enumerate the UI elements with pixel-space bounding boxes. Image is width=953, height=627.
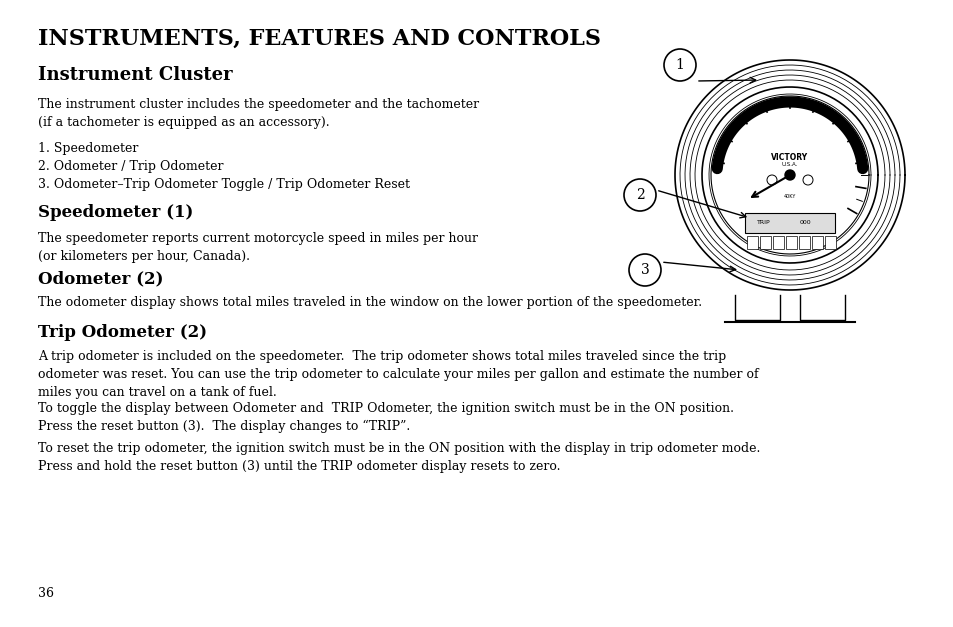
Text: TRIP: TRIP bbox=[757, 221, 770, 226]
Text: 20: 20 bbox=[727, 162, 736, 167]
Text: 100: 100 bbox=[841, 162, 854, 167]
Text: 120: 120 bbox=[834, 202, 846, 207]
Text: 000: 000 bbox=[800, 221, 811, 226]
Text: INSTRUMENTS, FEATURES AND CONTROLS: INSTRUMENTS, FEATURES AND CONTROLS bbox=[38, 28, 600, 50]
Text: 80: 80 bbox=[822, 127, 831, 132]
Text: Speedometer (1): Speedometer (1) bbox=[38, 204, 193, 221]
Text: To reset the trip odometer, the ignition switch must be in the ON position with : To reset the trip odometer, the ignition… bbox=[38, 442, 760, 473]
Text: 2. Odometer / Trip Odometer: 2. Odometer / Trip Odometer bbox=[38, 160, 223, 173]
Text: 30: 30 bbox=[734, 143, 742, 148]
Text: 90: 90 bbox=[836, 143, 844, 148]
Text: 3: 3 bbox=[640, 263, 649, 277]
Circle shape bbox=[802, 175, 812, 185]
Text: The speedometer reports current motorcycle speed in miles per hour
(or kilometer: The speedometer reports current motorcyc… bbox=[38, 232, 477, 263]
Circle shape bbox=[628, 254, 660, 286]
Text: Instrument Cluster: Instrument Cluster bbox=[38, 66, 233, 84]
Text: A trip odometer is included on the speedometer.  The trip odometer shows total m: A trip odometer is included on the speed… bbox=[38, 350, 758, 399]
Polygon shape bbox=[710, 96, 868, 254]
FancyBboxPatch shape bbox=[785, 236, 796, 249]
FancyBboxPatch shape bbox=[811, 236, 822, 249]
Text: 110: 110 bbox=[841, 182, 854, 187]
FancyBboxPatch shape bbox=[760, 236, 770, 249]
Text: 40KY: 40KY bbox=[783, 194, 796, 199]
Text: The instrument cluster includes the speedometer and the tachometer
(if a tachome: The instrument cluster includes the spee… bbox=[38, 98, 478, 129]
Text: Trip Odometer (2): Trip Odometer (2) bbox=[38, 324, 207, 341]
FancyBboxPatch shape bbox=[744, 213, 834, 233]
FancyBboxPatch shape bbox=[824, 236, 835, 249]
Text: 50: 50 bbox=[764, 117, 773, 122]
FancyBboxPatch shape bbox=[746, 236, 758, 249]
Text: 36: 36 bbox=[38, 587, 54, 600]
Text: VICTORY: VICTORY bbox=[771, 152, 808, 162]
Text: Odometer (2): Odometer (2) bbox=[38, 270, 163, 287]
Polygon shape bbox=[734, 295, 780, 320]
Text: 60: 60 bbox=[785, 113, 794, 119]
FancyBboxPatch shape bbox=[799, 236, 809, 249]
Polygon shape bbox=[800, 295, 844, 320]
Circle shape bbox=[623, 179, 656, 211]
FancyBboxPatch shape bbox=[772, 236, 783, 249]
Text: The odometer display shows total miles traveled in the window on the lower porti: The odometer display shows total miles t… bbox=[38, 296, 701, 309]
Text: To toggle the display between Odometer and  TRIP Odometer, the ignition switch m: To toggle the display between Odometer a… bbox=[38, 402, 733, 433]
Text: 2: 2 bbox=[635, 188, 643, 202]
Text: 3. Odometer–Trip Odometer Toggle / Trip Odometer Reset: 3. Odometer–Trip Odometer Toggle / Trip … bbox=[38, 178, 410, 191]
Polygon shape bbox=[675, 60, 904, 290]
Circle shape bbox=[663, 49, 696, 81]
Text: 40: 40 bbox=[747, 127, 756, 132]
Text: 1: 1 bbox=[675, 58, 683, 72]
Text: 70: 70 bbox=[805, 117, 814, 122]
Text: 1. Speedometer: 1. Speedometer bbox=[38, 142, 138, 155]
Circle shape bbox=[784, 170, 794, 180]
Text: U.S.A.: U.S.A. bbox=[781, 162, 798, 167]
Circle shape bbox=[766, 175, 776, 185]
